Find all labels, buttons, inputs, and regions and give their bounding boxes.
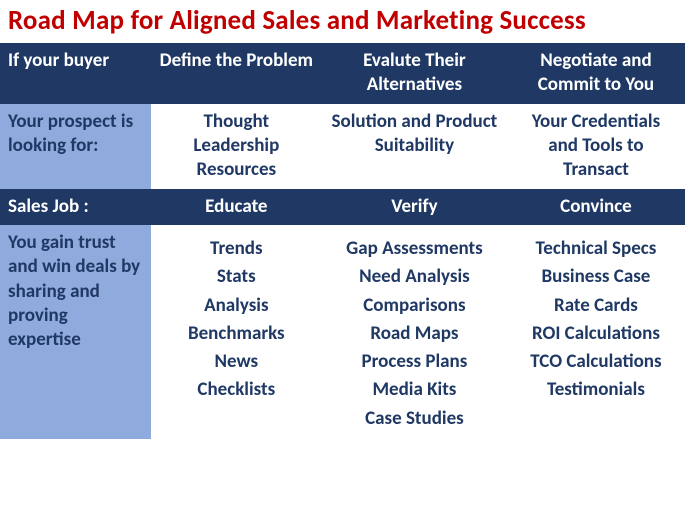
list-item: Rate Cards [515, 292, 677, 320]
content-c3: Technical SpecsBusiness CaseRate CardsRO… [507, 225, 685, 439]
list-item: Business Case [515, 263, 677, 291]
list-item: News [159, 348, 314, 376]
buyer-label: If your buyer [0, 43, 151, 104]
list-item: Benchmarks [159, 320, 314, 348]
list-item: Case Studies [330, 405, 499, 433]
list-item: Analysis [159, 292, 314, 320]
list-item: ROI Calculations [515, 320, 677, 348]
list-item: Need Analysis [330, 263, 499, 291]
list-item: Testimonials [515, 376, 677, 404]
content-c1: TrendsStatsAnalysisBenchmarksNewsCheckli… [151, 225, 322, 439]
row-content: You gain trust and win deals by sharing … [0, 225, 685, 439]
buyer-c3: Negotiate and Commit to You [507, 43, 685, 104]
list-item: Technical Specs [515, 235, 677, 263]
content-label: You gain trust and win deals by sharing … [0, 225, 151, 439]
content-c3-items: Technical SpecsBusiness CaseRate CardsRO… [515, 231, 677, 405]
row-buyer: If your buyer Define the Problem Evalute… [0, 43, 685, 104]
row-prospect: Your prospect is looking for: Thought Le… [0, 104, 685, 189]
sales-label: Sales Job : [0, 189, 151, 225]
prospect-c1: Thought Leadership Resources [151, 104, 322, 189]
list-item: TCO Calculations [515, 348, 677, 376]
list-item: Gap Assessments [330, 235, 499, 263]
content-c2-items: Gap AssessmentsNeed AnalysisComparisonsR… [330, 231, 499, 433]
content-c2: Gap AssessmentsNeed AnalysisComparisonsR… [322, 225, 507, 439]
row-sales: Sales Job : Educate Verify Convince [0, 189, 685, 225]
roadmap-table: If your buyer Define the Problem Evalute… [0, 43, 685, 439]
list-item: Media Kits [330, 376, 499, 404]
sales-c3: Convince [507, 189, 685, 225]
list-item: Road Maps [330, 320, 499, 348]
sales-c1: Educate [151, 189, 322, 225]
content-c1-items: TrendsStatsAnalysisBenchmarksNewsCheckli… [159, 231, 314, 405]
page-title: Road Map for Aligned Sales and Marketing… [0, 0, 685, 43]
sales-c2: Verify [322, 189, 507, 225]
list-item: Checklists [159, 376, 314, 404]
list-item: Stats [159, 263, 314, 291]
buyer-c2: Evalute Their Alternatives [322, 43, 507, 104]
prospect-c2: Solution and Product Suitability [322, 104, 507, 189]
buyer-c1: Define the Problem [151, 43, 322, 104]
list-item: Comparisons [330, 292, 499, 320]
prospect-c3: Your Credentials and Tools to Transact [507, 104, 685, 189]
list-item: Process Plans [330, 348, 499, 376]
prospect-label: Your prospect is looking for: [0, 104, 151, 189]
list-item: Trends [159, 235, 314, 263]
